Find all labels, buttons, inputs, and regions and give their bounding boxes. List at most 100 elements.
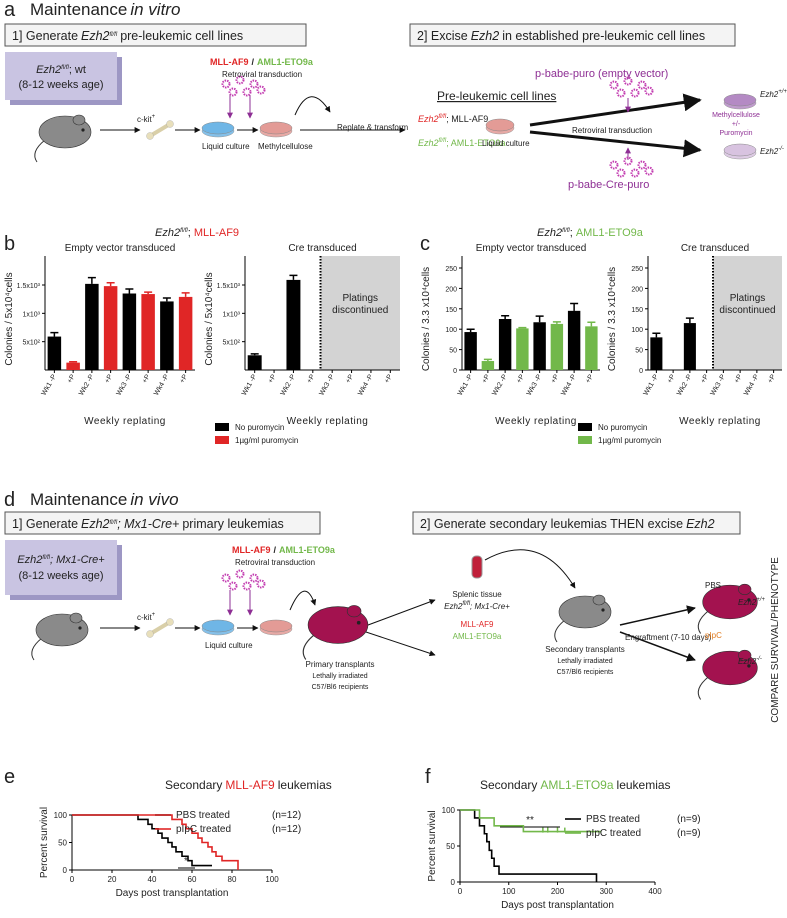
bone-end: [166, 120, 174, 128]
text-part: AML1-ETO9a: [576, 227, 644, 239]
text-part: a: [4, 0, 16, 21]
text-part: Ezh2: [17, 554, 42, 566]
virus-icon: [637, 160, 647, 170]
chart-subtitle: Empty vector transduced: [476, 243, 587, 254]
text-part: Secondary transplants: [545, 645, 625, 654]
legend-label: No puromycin: [235, 423, 284, 432]
label: c-kit+: [137, 612, 156, 622]
x-axis-label: Days post transplantation: [116, 888, 229, 899]
mouse-ear: [738, 583, 752, 595]
y-tick-label: 100: [442, 806, 456, 815]
text-part: +/+: [756, 597, 765, 603]
y-axis-label: Colonies / 3.3 x10⁴cells: [421, 267, 432, 371]
bar: [567, 310, 581, 370]
legend-label: No puromycin: [598, 423, 647, 432]
label: f: [425, 766, 431, 788]
dish-top: [201, 619, 235, 633]
error-bar: [483, 358, 492, 362]
x-tick-label: Wk2 -P: [78, 373, 96, 397]
label: (8-12 weeks age): [19, 79, 104, 91]
text-part: -/-: [778, 146, 784, 152]
text-part: fl/fl: [462, 601, 470, 607]
text-part: Liquid culture: [482, 139, 530, 148]
text-part: Maintenance: [30, 0, 127, 19]
label: p-babe-Cre-puro: [568, 179, 649, 191]
label: Lethally irradiated: [312, 673, 367, 680]
y-tick-label: 150: [631, 307, 643, 314]
x-tick-label: Wk2 -P: [280, 373, 298, 397]
text-part: Methylcellulose: [712, 112, 760, 119]
label: Pre-leukemic cell lines: [437, 89, 556, 103]
x-tick-label: +P: [767, 373, 778, 384]
text-part: Lethally irradiated: [312, 673, 367, 680]
label: C57/Bl6 recipients: [557, 669, 614, 676]
label: Secondary MLL-AF9 leukemias: [165, 778, 332, 792]
label: (8-12 weeks age): [19, 570, 104, 582]
error-bar: [125, 288, 134, 294]
bar: [47, 336, 62, 370]
y-tick-label: 5x10²: [222, 340, 240, 347]
mouse-tail: [697, 609, 710, 634]
label: C57/Bl6 recipients: [312, 684, 369, 691]
label: Puromycin: [719, 130, 752, 137]
text-part: ;: [570, 227, 573, 239]
x-tick-label: 100: [502, 887, 516, 896]
text-part: e: [4, 766, 15, 788]
x-tick-label: +P: [306, 373, 317, 384]
virus-icon: [623, 156, 633, 166]
x-tick-label: 20: [108, 875, 117, 884]
text-part: ; Mx1-Cre+: [50, 554, 105, 566]
text-part: Retroviral transduction: [222, 70, 302, 79]
text-part: fl/fl: [110, 520, 118, 526]
x-tick-label: +P: [516, 373, 527, 384]
discontinued-region: [713, 256, 782, 370]
x-tick-label: +P: [585, 373, 596, 384]
mouse-tail: [302, 633, 316, 660]
label: 1] Generate Ezh2fl/fl pre-leukemic cell li…: [12, 29, 243, 43]
error-bar: [181, 292, 190, 297]
text-part: Ezh2: [760, 147, 779, 156]
text-part: +/+: [778, 89, 787, 95]
text-part: Retroviral transduction: [572, 126, 652, 135]
error-bar: [535, 315, 544, 323]
text-part: leukemias: [278, 778, 332, 792]
y-tick-label: 100: [445, 327, 457, 334]
virus-icon: [235, 75, 245, 85]
x-tick-label: Wk4 -P: [357, 373, 375, 397]
text-part: /: [252, 57, 255, 67]
label: Ezh2-/-: [760, 146, 784, 156]
text-part: fl/fl: [439, 114, 447, 120]
bar: [533, 322, 546, 370]
bar: [85, 283, 99, 370]
donor-box: [5, 52, 117, 100]
virus-icon: [623, 76, 633, 86]
virus-icon: [249, 79, 259, 89]
x-tick-label: 80: [228, 875, 237, 884]
y-tick-label: 100: [54, 811, 68, 820]
text-part: (8-12 weeks age): [19, 570, 104, 582]
text-part: 1] Generate: [12, 517, 78, 531]
bar: [516, 328, 529, 370]
label: MLL-AF9: [461, 620, 494, 629]
label: Ezh2fl/fl; wt: [36, 64, 86, 76]
dish-top: [485, 118, 515, 132]
text-part: +/-: [732, 121, 741, 128]
y-axis-label: Colonies / 5x10⁴cells: [4, 272, 15, 365]
error-bar: [587, 321, 596, 327]
label: MLL-AF9/AML1-ETO9a: [232, 545, 336, 555]
y-tick-label: 1x10³: [22, 311, 40, 318]
text-part: Replate & transform: [337, 123, 408, 132]
virus-icon: [242, 581, 252, 591]
text-part: Methylcellulose: [258, 142, 313, 151]
text-part: Maintenance: [30, 490, 127, 509]
mouse-eye: [747, 664, 751, 668]
bar: [683, 323, 696, 370]
text-part: MLL-AF9: [225, 778, 275, 792]
y-tick-label: 50: [449, 348, 457, 355]
label: Ezh2-/-: [738, 656, 762, 666]
label: Ezh2fl/fl; MLL-AF9: [155, 227, 239, 239]
virus-icon: [235, 569, 245, 579]
x-tick-label: 0: [458, 887, 463, 896]
label: Liquid culture: [202, 142, 250, 151]
mouse-icon: [554, 594, 612, 643]
